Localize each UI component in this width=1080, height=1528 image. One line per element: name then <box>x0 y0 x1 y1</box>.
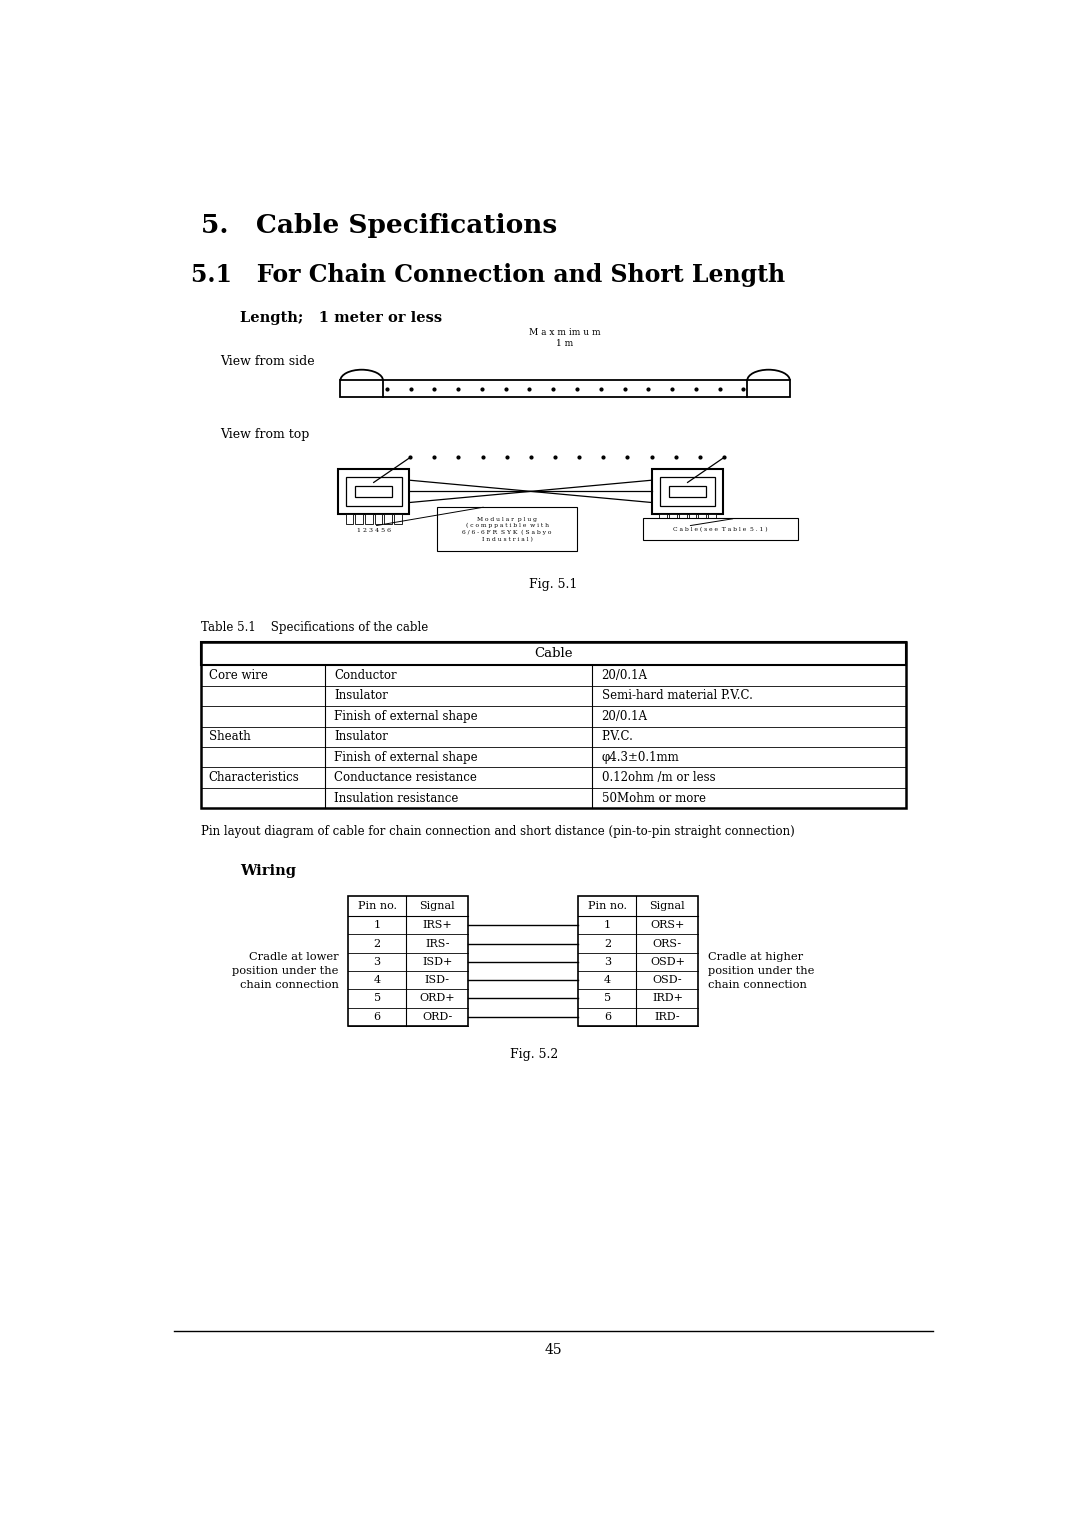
Text: IRS+: IRS+ <box>422 920 453 931</box>
Bar <box>365 513 373 524</box>
Text: 2: 2 <box>374 938 381 949</box>
Bar <box>348 895 469 1025</box>
Text: 5: 5 <box>374 993 381 1004</box>
Text: 45: 45 <box>544 1343 563 1357</box>
Text: 5.1   For Chain Connection and Short Length: 5.1 For Chain Connection and Short Lengt… <box>191 263 785 287</box>
Text: M o d u l a r  p l u g
( c o m p p a t i b l e  w i t h
6 / 6 - 6 F R  S Y K  ( : M o d u l a r p l u g ( c o m p p a t i … <box>462 516 552 541</box>
Text: 5: 5 <box>604 993 611 1004</box>
Bar <box>201 642 906 808</box>
Text: View from side: View from side <box>220 354 315 368</box>
Bar <box>707 513 716 524</box>
Text: Length;   1 meter or less: Length; 1 meter or less <box>240 312 442 325</box>
Bar <box>689 513 697 524</box>
Text: 1 2 3 4 5 6: 1 2 3 4 5 6 <box>356 527 391 533</box>
Text: Fig. 5.1: Fig. 5.1 <box>529 579 578 591</box>
Bar <box>384 513 392 524</box>
Bar <box>338 469 409 513</box>
Text: 50Mohm or more: 50Mohm or more <box>602 792 705 805</box>
Bar <box>375 513 382 524</box>
Bar <box>660 477 715 506</box>
Text: Insulator: Insulator <box>334 730 388 743</box>
Text: IRD+: IRD+ <box>652 993 683 1004</box>
Text: Characteristics: Characteristics <box>208 772 299 784</box>
Text: 6: 6 <box>604 1012 611 1022</box>
Text: ORS+: ORS+ <box>650 920 685 931</box>
Text: View from top: View from top <box>220 428 310 442</box>
Bar <box>652 469 724 513</box>
Text: 6: 6 <box>374 1012 381 1022</box>
Bar <box>669 486 706 497</box>
Text: OSD+: OSD+ <box>650 957 685 967</box>
Text: 1: 1 <box>374 920 381 931</box>
Bar <box>699 513 706 524</box>
Bar <box>394 513 402 524</box>
Text: 20/0.1A: 20/0.1A <box>602 669 648 681</box>
Text: ORD+: ORD+ <box>419 993 455 1004</box>
Text: IRD-: IRD- <box>654 1012 680 1022</box>
Text: Cable: Cable <box>535 648 572 660</box>
Text: φ4.3±0.1mm: φ4.3±0.1mm <box>602 750 679 764</box>
Text: 5.   Cable Specifications: 5. Cable Specifications <box>201 212 557 238</box>
Text: M a x m im u m
1 m: M a x m im u m 1 m <box>529 329 600 348</box>
Polygon shape <box>747 380 789 397</box>
Bar <box>643 518 798 539</box>
Text: Cradle at higher
position under the
chain connection: Cradle at higher position under the chai… <box>707 952 814 990</box>
Text: 3: 3 <box>374 957 381 967</box>
Text: Wiring: Wiring <box>240 863 296 877</box>
Text: Signal: Signal <box>649 902 685 911</box>
Bar <box>660 513 667 524</box>
Text: Signal: Signal <box>419 902 455 911</box>
Text: Pin layout diagram of cable for chain connection and short distance (pin-to-pin : Pin layout diagram of cable for chain co… <box>201 825 795 839</box>
Text: C a b l e ( s e e  T a b l e  5 . 1 ): C a b l e ( s e e T a b l e 5 . 1 ) <box>673 527 768 532</box>
Text: ISD-: ISD- <box>424 975 449 986</box>
Text: P.V.C.: P.V.C. <box>602 730 634 743</box>
Text: ORS-: ORS- <box>653 938 681 949</box>
Polygon shape <box>340 380 383 397</box>
Bar <box>355 486 392 497</box>
Text: Fig. 5.2: Fig. 5.2 <box>510 1048 558 1060</box>
Bar <box>355 513 363 524</box>
Text: 4: 4 <box>604 975 611 986</box>
Text: Insulator: Insulator <box>334 689 388 703</box>
Text: ORD-: ORD- <box>422 1012 453 1022</box>
Text: Sheath: Sheath <box>208 730 251 743</box>
Bar <box>670 513 677 524</box>
Bar <box>437 507 577 552</box>
Bar <box>346 513 353 524</box>
Text: 0.12ohm /m or less: 0.12ohm /m or less <box>602 772 715 784</box>
Text: Insulation resistance: Insulation resistance <box>334 792 459 805</box>
Bar <box>679 513 687 524</box>
Text: Cradle at lower
position under the
chain connection: Cradle at lower position under the chain… <box>232 952 339 990</box>
Text: Finish of external shape: Finish of external shape <box>334 711 477 723</box>
Text: Core wire: Core wire <box>208 669 268 681</box>
Text: IRS-: IRS- <box>426 938 449 949</box>
Text: ISD+: ISD+ <box>422 957 453 967</box>
Text: OSD-: OSD- <box>652 975 683 986</box>
Bar <box>201 642 906 665</box>
Text: 20/0.1A: 20/0.1A <box>602 711 648 723</box>
Text: Table 5.1    Specifications of the cable: Table 5.1 Specifications of the cable <box>201 620 428 634</box>
Text: Pin no.: Pin no. <box>588 902 626 911</box>
Bar <box>346 477 402 506</box>
Text: 4: 4 <box>374 975 381 986</box>
Text: 1: 1 <box>604 920 611 931</box>
Text: 3: 3 <box>604 957 611 967</box>
Text: Semi-hard material P.V.C.: Semi-hard material P.V.C. <box>602 689 753 703</box>
Text: Conductance resistance: Conductance resistance <box>334 772 477 784</box>
Text: Pin no.: Pin no. <box>357 902 396 911</box>
Bar <box>578 895 699 1025</box>
Text: Finish of external shape: Finish of external shape <box>334 750 477 764</box>
Text: Conductor: Conductor <box>334 669 396 681</box>
Text: 2: 2 <box>604 938 611 949</box>
